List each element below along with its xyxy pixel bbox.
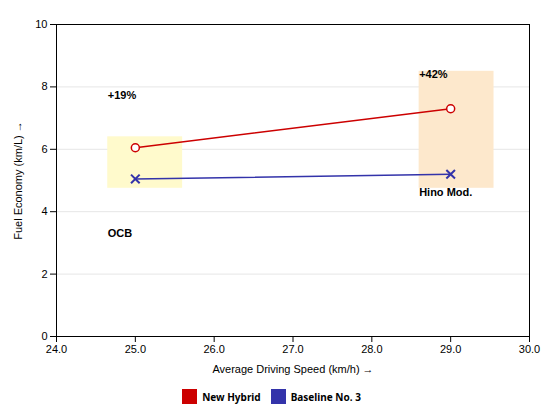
svg-text:30.0: 30.0 bbox=[519, 343, 540, 355]
svg-text:Hino Mod.: Hino Mod. bbox=[419, 186, 472, 198]
svg-text:25.0: 25.0 bbox=[125, 343, 146, 355]
svg-text:Fuel Economy (km/L) →: Fuel Economy (km/L) → bbox=[12, 121, 24, 240]
svg-text:6: 6 bbox=[41, 143, 47, 155]
svg-text:0: 0 bbox=[41, 330, 47, 342]
svg-text:28.0: 28.0 bbox=[361, 343, 382, 355]
svg-text:26.0: 26.0 bbox=[203, 343, 224, 355]
svg-text:+19%: +19% bbox=[108, 89, 137, 101]
html-text:Baseline No. 3: Baseline No. 3 bbox=[290, 389, 361, 404]
svg-text:OCB: OCB bbox=[108, 227, 133, 239]
svg-text:4: 4 bbox=[41, 205, 47, 217]
svg-text:2: 2 bbox=[41, 268, 47, 280]
svg-text:Average Driving Speed (km/h) →: Average Driving Speed (km/h) → bbox=[212, 363, 373, 375]
svg-text:+42%: +42% bbox=[419, 68, 448, 80]
svg-text:10: 10 bbox=[35, 18, 47, 30]
svg-text:27.0: 27.0 bbox=[282, 343, 303, 355]
svg-text:24.0: 24.0 bbox=[46, 343, 67, 355]
svg-text:29.0: 29.0 bbox=[440, 343, 461, 355]
html-text:New Hybrid: New Hybrid bbox=[202, 389, 261, 404]
svg-text:8: 8 bbox=[41, 80, 47, 92]
